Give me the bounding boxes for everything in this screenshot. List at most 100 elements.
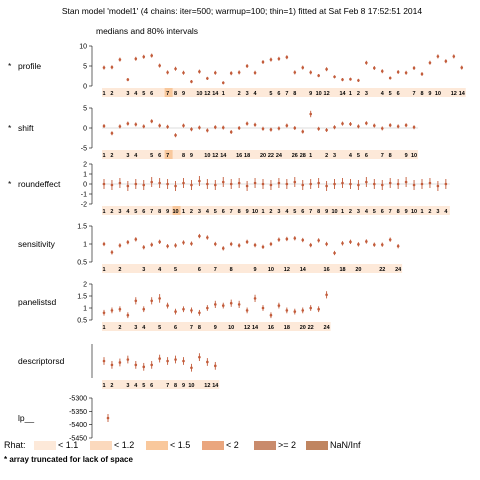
index-label: 1 [349, 91, 352, 97]
index-label: 3 [142, 267, 145, 273]
median-point [174, 67, 177, 71]
median-point [110, 131, 114, 135]
index-label: 10 [411, 153, 417, 159]
median-point [214, 183, 217, 187]
index-label: 6 [150, 383, 153, 389]
median-point [150, 299, 153, 303]
index-label: 10 [268, 267, 274, 273]
index-label: 10 [316, 91, 322, 97]
median-point [190, 366, 193, 370]
median-point [110, 309, 114, 312]
median-point [118, 181, 122, 185]
index-label: 7 [150, 209, 153, 215]
index-label: 22 [379, 267, 385, 273]
median-point [388, 123, 392, 127]
index-label: 26 [292, 153, 298, 159]
median-point [325, 242, 328, 246]
median-point [269, 58, 273, 61]
median-point [301, 130, 305, 133]
median-point [317, 307, 320, 311]
index-label: 2 [269, 209, 272, 215]
median-point [134, 123, 138, 126]
median-point [166, 182, 169, 186]
index-label: 20 [355, 267, 361, 273]
median-point [126, 240, 130, 244]
median-point [269, 183, 273, 187]
index-label: 4 [134, 383, 138, 389]
median-point [174, 244, 177, 247]
median-point [229, 182, 233, 186]
index-label: 24 [276, 153, 283, 159]
index-label: 6 [301, 209, 304, 215]
median-point [214, 364, 217, 368]
median-point [349, 77, 352, 81]
median-point [341, 181, 344, 185]
median-point [365, 240, 368, 243]
median-point [158, 181, 161, 185]
index-label: 9 [182, 91, 185, 97]
index-label: 1 [102, 325, 105, 331]
y-tick-label: 0.5 [77, 260, 87, 267]
median-point [261, 306, 265, 310]
median-point [277, 181, 281, 185]
median-point [245, 309, 249, 312]
index-label: 6 [198, 267, 201, 273]
index-label: 8 [198, 325, 201, 331]
index-label: 6 [150, 91, 153, 97]
median-point [166, 125, 169, 129]
median-point [190, 309, 193, 312]
index-label: 3 [436, 209, 439, 215]
median-point [134, 299, 138, 303]
index-label: 7 [190, 325, 193, 331]
median-point [460, 66, 464, 69]
median-point [245, 184, 249, 188]
median-point [182, 307, 185, 311]
median-point [325, 184, 328, 188]
median-point [198, 126, 201, 129]
median-point [357, 125, 360, 128]
index-label: 4 [134, 153, 138, 159]
index-label: 8 [174, 91, 177, 97]
index-label: 5 [142, 91, 145, 97]
median-point [142, 307, 146, 311]
index-label: 3 [277, 209, 280, 215]
index-label: 8 [397, 209, 400, 215]
median-point [190, 80, 193, 83]
median-point [365, 180, 368, 184]
median-point [206, 129, 209, 132]
index-label: 14 [252, 325, 259, 331]
median-point [317, 127, 320, 131]
median-point [174, 310, 177, 313]
index-label: 12 [244, 325, 250, 331]
median-point [206, 236, 209, 239]
truncation-star: * [8, 179, 12, 189]
median-point [373, 243, 376, 247]
index-label: 8 [230, 267, 233, 273]
index-label: 4 [206, 209, 210, 215]
median-point [237, 181, 241, 185]
index-label: 9 [405, 209, 408, 215]
index-label: 6 [365, 153, 368, 159]
median-point [309, 112, 313, 116]
median-point [293, 71, 297, 74]
median-point [341, 78, 344, 81]
rhat-band [102, 150, 419, 159]
median-point [126, 313, 130, 317]
median-point [341, 241, 344, 245]
index-label: 12 [284, 267, 290, 273]
median-point [436, 55, 440, 58]
index-label: 20 [260, 153, 266, 159]
y-tick-label: 5 [83, 106, 87, 113]
median-point [150, 119, 153, 123]
index-label: 6 [142, 209, 145, 215]
index-label: 7 [214, 267, 217, 273]
y-tick-label: -5350 [69, 409, 87, 416]
median-point [420, 182, 424, 186]
rhat-band [102, 322, 331, 331]
y-tick-label: 5 [83, 64, 87, 71]
index-label: 1 [102, 267, 105, 273]
index-label: 2 [110, 209, 113, 215]
index-label: 9 [309, 91, 312, 97]
